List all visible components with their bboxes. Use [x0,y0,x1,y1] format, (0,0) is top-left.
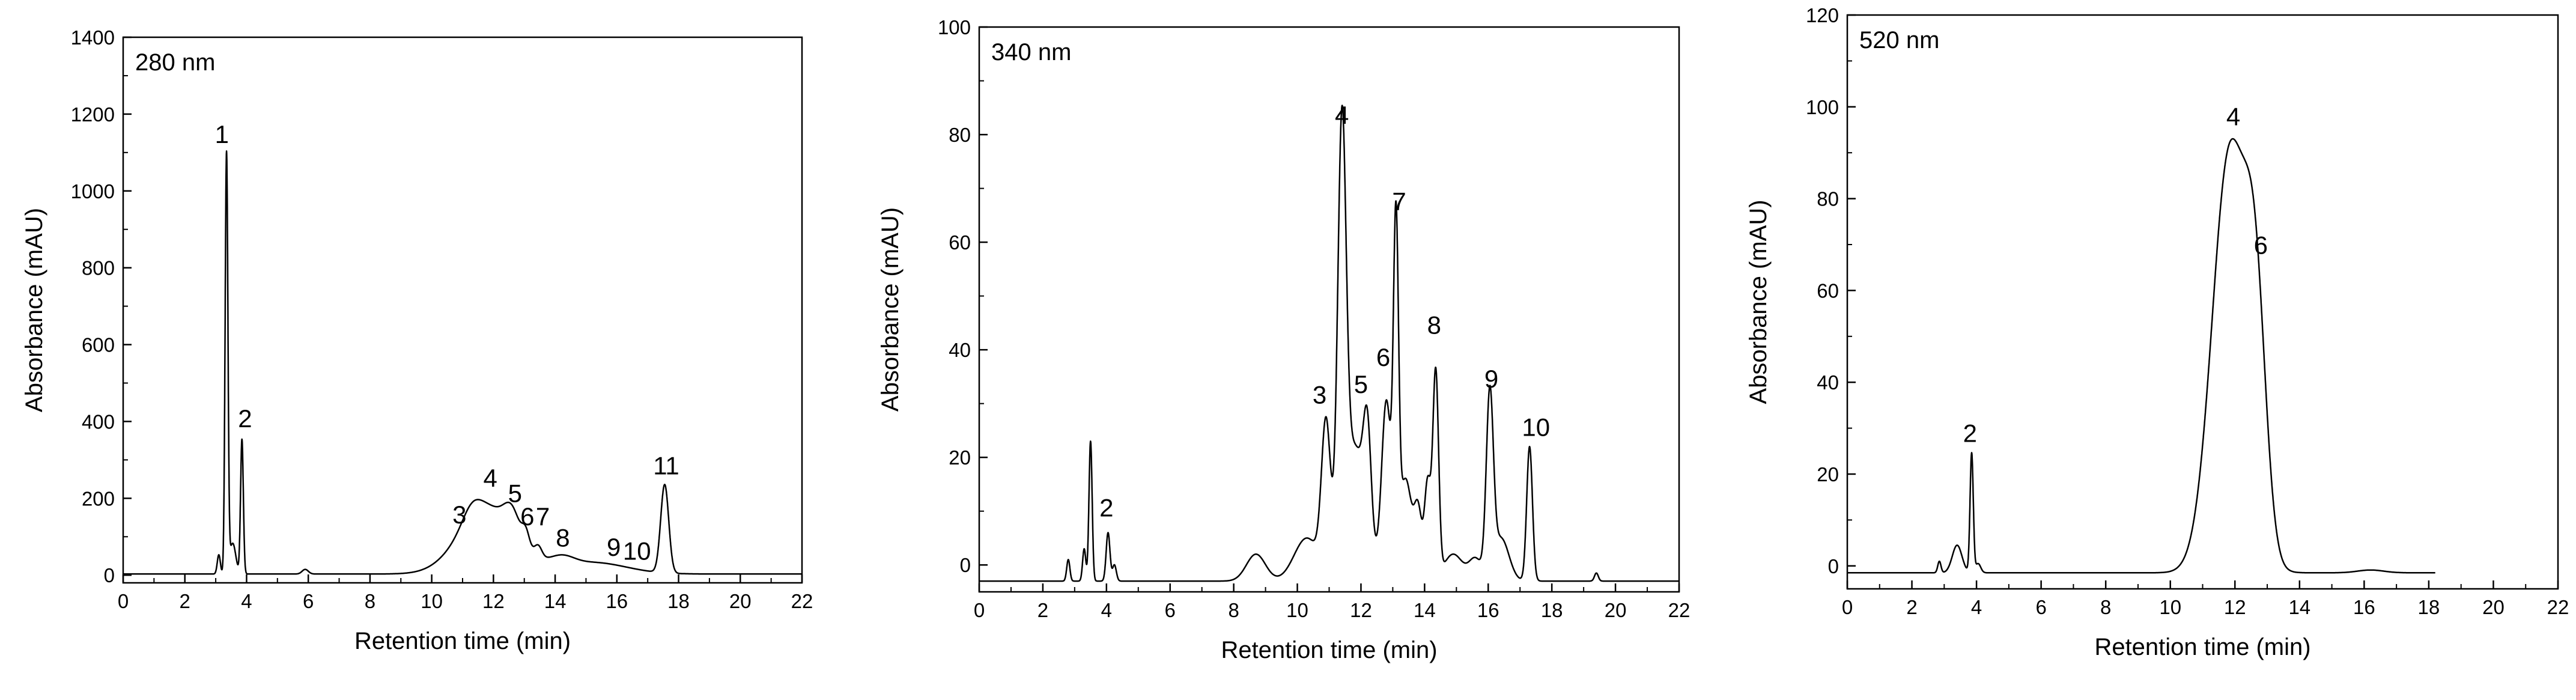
x-tick-label: 20 [2482,596,2505,618]
y-tick-label: 1200 [71,103,115,126]
peak-label: 6 [1376,343,1390,371]
chromatogram-trace [979,105,1680,582]
y-tick-label: 800 [82,257,115,279]
peak-label: 10 [623,537,651,565]
peak-label: 7 [536,502,550,531]
peak-label: 10 [1522,413,1550,441]
x-tick-label: 18 [1541,599,1563,621]
x-tick-label: 22 [791,590,813,612]
x-tick-label: 6 [303,590,314,612]
x-tick-label: 2 [1037,599,1048,621]
y-tick-label: 60 [1817,279,1839,302]
plot-frame [978,26,1680,593]
x-axis-title: Retention time (min) [1221,637,1437,663]
x-tick-label: 22 [1668,599,1690,621]
peak-label: 3 [452,501,466,529]
x-tick-label: 2 [180,590,190,612]
peak-label: 5 [508,479,522,508]
y-tick-label: 120 [1806,4,1839,26]
y-tick-label: 80 [949,124,971,146]
x-tick-label: 2 [1906,596,1917,618]
x-tick-label: 16 [606,590,628,612]
x-tick-label: 18 [667,590,690,612]
chart-panel-3: 0 2 4 6 8 10 12 14 16 18 20 22 0 20 40 60 80 100 120 Retent… [1745,4,2569,660]
peak-label: 11 [653,452,679,480]
x-tick-label: 16 [1477,599,1499,621]
x-tick-label: 4 [241,590,252,612]
y-tick-label: 20 [1817,463,1839,485]
y-axis-title: Absorbance (mAU) [877,207,904,412]
y-tick-label: 40 [949,339,971,361]
x-tick-label: 6 [2035,596,2046,618]
peak-label: 6 [520,502,534,531]
peak-label: 7 [1392,187,1406,215]
peak-label: 2 [238,404,252,433]
x-tick-label: 16 [2353,596,2375,618]
y-tick-label: 0 [1828,555,1839,577]
wavelength-label: 340 nm [991,39,1071,65]
chart-panel-2: 0 2 4 6 8 10 12 14 16 18 20 22 0 20 40 60 80 100 Retention… [877,16,1690,663]
y-tick-label: 20 [949,446,971,469]
x-tick-label: 18 [2418,596,2440,618]
chart-panel-1: 0 2 4 6 8 10 12 14 16 18 20 22020040060080010001200… [21,26,813,654]
peak-label: 5 [1354,370,1368,398]
x-tick-label: 10 [421,590,443,612]
peak-label: 6 [2254,231,2268,259]
x-tick-label: 12 [1350,599,1372,621]
chromatogram-trace [123,150,803,575]
x-tick-label: 8 [365,590,375,612]
x-tick-label: 4 [1101,599,1112,621]
x-tick-label: 10 [2159,596,2181,618]
x-tick-label: 0 [974,599,985,621]
wavelength-label: 280 nm [135,49,215,76]
y-tick-label: 0 [104,564,115,586]
x-tick-label: 14 [1414,599,1436,621]
y-tick-label: 100 [1806,96,1839,118]
peak-label: 1 [215,120,229,148]
y-tick-label: 0 [960,554,971,576]
y-axis-title: Absorbance (mAU) [21,208,47,412]
y-tick-label: 100 [938,16,971,38]
peak-label: 4 [1335,101,1349,129]
peak-label: 3 [1313,381,1326,409]
peak-label: 4 [484,464,497,492]
peak-label: 9 [1484,365,1498,393]
wavelength-label: 520 nm [1859,27,1939,53]
x-tick-label: 12 [482,590,505,612]
x-axis-title: Retention time (min) [2094,634,2310,660]
peak-label: 4 [2226,102,2240,130]
y-tick-label: 60 [949,231,971,254]
plot-frame [1846,14,2559,590]
peak-label: 2 [1099,494,1113,522]
y-tick-label: 200 [82,487,115,510]
x-tick-label: 14 [2288,596,2310,618]
peak-label: 9 [607,533,621,561]
y-axis-title: Absorbance (mAU) [1745,199,1772,404]
x-tick-label: 8 [1228,599,1239,621]
x-tick-label: 4 [1971,596,1982,618]
x-tick-label: 20 [1605,599,1627,621]
y-tick-label: 40 [1817,371,1839,394]
peak-label: 2 [1963,419,1977,448]
x-tick-label: 12 [2224,596,2246,618]
x-tick-label: 20 [729,590,752,612]
y-tick-label: 80 [1817,188,1839,210]
y-tick-label: 1000 [71,180,115,202]
x-tick-label: 10 [1286,599,1308,621]
x-tick-label: 14 [544,590,567,612]
chromatogram-trace [1847,138,2436,574]
y-tick-label: 400 [82,410,115,433]
x-tick-label: 22 [2547,596,2569,618]
x-tick-label: 8 [2100,596,2111,618]
peak-label: 8 [1427,311,1441,339]
x-tick-label: 6 [1165,599,1176,621]
x-tick-label: 0 [118,590,129,612]
x-tick-label: 0 [1842,596,1853,618]
y-tick-label: 1400 [71,26,115,49]
y-tick-label: 600 [82,334,115,356]
x-axis-title: Retention time (min) [354,628,571,654]
peak-label: 8 [556,523,570,552]
